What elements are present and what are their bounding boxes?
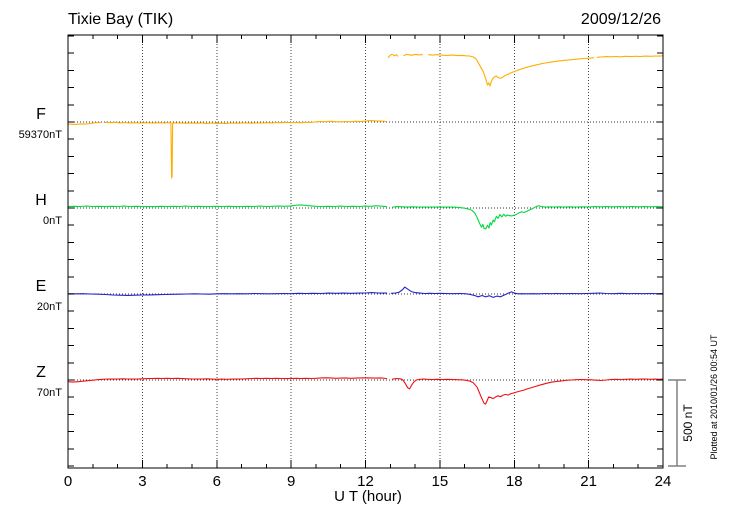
x-tick-label: 6: [213, 473, 221, 490]
x-tick-label: 0: [64, 473, 72, 490]
x-tick-label: 18: [506, 473, 523, 490]
channel-label-h: H: [35, 192, 47, 209]
trace-E: [67, 292, 388, 296]
trace-Z: [67, 377, 388, 383]
x-tick-label: 12: [357, 473, 374, 490]
trace-H: [392, 205, 664, 230]
trace-H: [67, 204, 388, 208]
channel-label-f: F: [36, 106, 46, 123]
channel-label-e: E: [36, 278, 47, 295]
channel-baseline-h: 0nT: [43, 215, 62, 227]
x-tick-label: 21: [580, 473, 597, 490]
channel-baseline-z: 70nT: [37, 387, 62, 399]
trace-F: [428, 54, 595, 87]
trace-F: [596, 55, 664, 58]
x-tick-label: 24: [655, 473, 672, 490]
plotted-at-label: Plotted at 2010/01/26 00:54 UT: [709, 334, 719, 460]
trace-F: [104, 119, 388, 179]
x-tick-label: 15: [432, 473, 449, 490]
station-title: Tixie Bay (TIK): [68, 11, 173, 28]
date-label: 2009/12/26: [581, 11, 661, 28]
trace-F: [403, 53, 424, 57]
trace-F: [387, 53, 399, 59]
plot-area: 0 3 6 9 12 15 18 21 24: [64, 34, 672, 490]
scale-bar-label: 500 nT: [681, 404, 695, 442]
trace-F: [67, 121, 101, 125]
x-axis-label: U T (hour): [334, 488, 402, 505]
x-tick-label: 3: [138, 473, 146, 490]
channel-baseline-e: 20nT: [37, 301, 62, 313]
channel-baseline-f: 59370nT: [19, 129, 63, 141]
channel-label-z: Z: [36, 364, 46, 381]
scale-bar: [668, 379, 686, 467]
trace-Z: [392, 377, 664, 405]
trace-E: [390, 286, 664, 298]
x-tick-label: 9: [287, 473, 295, 490]
